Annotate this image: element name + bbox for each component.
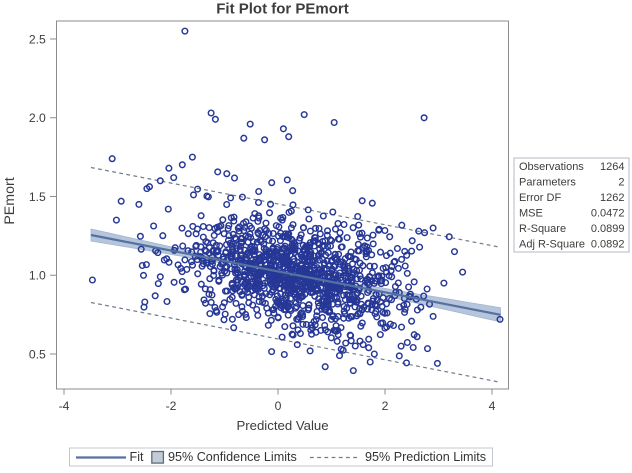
- svg-text:1.5: 1.5: [29, 190, 46, 204]
- svg-text:Fit: Fit: [130, 450, 144, 464]
- svg-text:0.5: 0.5: [29, 347, 46, 361]
- svg-text:Predicted Value: Predicted Value: [236, 418, 328, 433]
- svg-text:1.0: 1.0: [29, 269, 46, 283]
- svg-text:0: 0: [275, 399, 282, 413]
- svg-text:Parameters: Parameters: [519, 177, 576, 189]
- svg-text:1264: 1264: [600, 161, 624, 173]
- svg-text:Fit Plot for PEmort: Fit Plot for PEmort: [216, 1, 349, 18]
- svg-text:2.0: 2.0: [29, 111, 46, 125]
- svg-text:0.0472: 0.0472: [591, 208, 625, 220]
- svg-text:2.5: 2.5: [29, 32, 46, 46]
- svg-text:0.0892: 0.0892: [591, 239, 625, 251]
- svg-text:-4: -4: [59, 399, 70, 413]
- svg-text:Observations: Observations: [519, 161, 584, 173]
- svg-text:Error DF: Error DF: [519, 192, 561, 204]
- svg-text:PEmort: PEmort: [2, 177, 18, 224]
- svg-text:R-Square: R-Square: [519, 223, 566, 235]
- svg-text:2: 2: [618, 177, 624, 189]
- svg-text:MSE: MSE: [519, 208, 543, 220]
- svg-text:95% Prediction Limits: 95% Prediction Limits: [365, 450, 486, 464]
- svg-text:Adj R-Square: Adj R-Square: [519, 239, 585, 251]
- svg-text:95% Confidence Limits: 95% Confidence Limits: [168, 450, 297, 464]
- svg-text:1262: 1262: [600, 192, 624, 204]
- svg-text:4: 4: [489, 399, 496, 413]
- svg-text:0.0899: 0.0899: [591, 223, 625, 235]
- svg-text:-2: -2: [166, 399, 177, 413]
- svg-text:2: 2: [382, 399, 389, 413]
